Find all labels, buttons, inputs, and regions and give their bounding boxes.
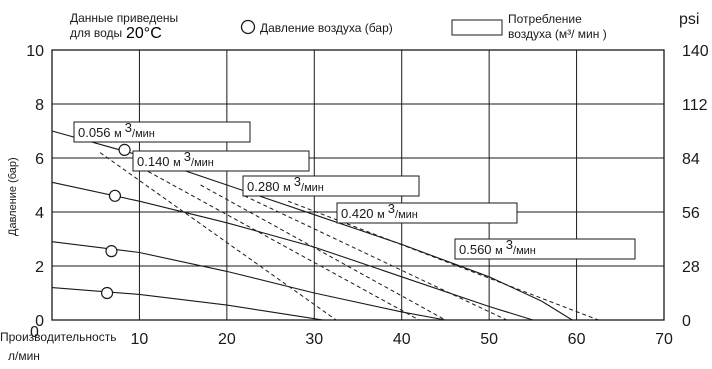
consumption-labels: 0.056 м 3/мин 0.140 м 3/мин 0.280 м 3/мин 0… xyxy=(73,120,636,260)
consumption-line xyxy=(147,171,420,321)
psi-tick-label: 112 xyxy=(682,97,708,114)
x-tick-label: 20 xyxy=(218,331,236,348)
consumption-label-box xyxy=(132,150,310,172)
pressure-curve xyxy=(51,130,573,321)
consumption-label: 0.560 м 3/мин xyxy=(459,237,536,257)
psi-tick-label: 28 xyxy=(682,259,700,276)
pressure-legend-label: Давление воздуха (бар) xyxy=(260,21,393,35)
pressure-marker xyxy=(100,286,114,300)
x-tick-label: 70 xyxy=(655,331,673,348)
consumption-line xyxy=(244,195,507,321)
consumption-label: 0.056 м 3/мин xyxy=(78,120,155,140)
consumption-label: 0.140 м 3/мин xyxy=(137,149,214,169)
pressure-curve xyxy=(51,241,446,321)
x-tick-label: 50 xyxy=(480,331,498,348)
consumption-line xyxy=(99,152,337,321)
psi-tick-label: 140 xyxy=(682,43,709,60)
note-line1: Данные приведены xyxy=(70,11,178,25)
pressure-marker xyxy=(108,189,122,202)
pressure-marker xyxy=(118,143,131,156)
pressure-markers xyxy=(100,143,131,300)
consumption-label-box xyxy=(454,238,636,260)
y-tick-label: 4 xyxy=(35,205,44,222)
note-line2: для воды xyxy=(70,26,122,40)
consumption-label: 0.280 м 3/мин xyxy=(247,174,324,194)
x-tick-label: 30 xyxy=(305,331,323,348)
pressure-curves xyxy=(51,130,573,321)
consumption-label-box xyxy=(73,121,251,143)
temperature-label: 20°C xyxy=(126,25,162,42)
pressure-marker xyxy=(105,245,118,258)
x-origin-label: 0 xyxy=(30,324,39,341)
y-tick-label: 2 xyxy=(35,259,44,276)
pressure-legend-marker xyxy=(240,19,256,35)
consumption-label-box xyxy=(336,202,518,224)
psi-tick-label: 56 xyxy=(682,205,700,222)
psi-tick-label: 0 xyxy=(682,313,691,330)
x-tick-label: 60 xyxy=(568,331,586,348)
psi-unit-label: psi xyxy=(679,11,699,28)
consumption-label: 0.420 м 3/мин xyxy=(341,201,418,221)
consumption-lines xyxy=(99,152,599,321)
psi-tick-labels: 0 28 56 84 112 140 xyxy=(682,43,709,330)
consumption-legend-line2: воздуха (м³/ мин ) xyxy=(508,27,607,41)
consumption-line xyxy=(287,200,599,321)
consumption-label-box xyxy=(242,175,420,197)
psi-tick-label: 84 xyxy=(682,151,700,168)
x-tick-label: 40 xyxy=(393,331,411,348)
y-tick-label: 10 xyxy=(26,43,44,60)
consumption-legend-marker xyxy=(451,19,503,36)
y-tick-labels: 0 2 4 6 8 10 xyxy=(26,43,44,330)
x-tick-labels: 10 20 30 40 50 60 70 xyxy=(131,331,673,348)
consumption-line xyxy=(200,184,446,321)
x-axis-label-line1: Производительность xyxy=(0,330,116,344)
pressure-curve xyxy=(51,287,324,321)
plot-frame xyxy=(51,49,665,321)
y-tick-label: 6 xyxy=(35,151,44,168)
consumption-legend-line1: Потребление xyxy=(508,12,582,26)
x-tick-label: 10 xyxy=(131,331,149,348)
y-tick-label: 0 xyxy=(35,313,44,330)
grid xyxy=(52,50,664,320)
x-axis-label-line2: л/мин xyxy=(8,349,40,363)
y-axis-label: Давление (бар) xyxy=(7,157,19,236)
pressure-curve xyxy=(51,181,534,321)
y-tick-label: 8 xyxy=(35,97,44,114)
